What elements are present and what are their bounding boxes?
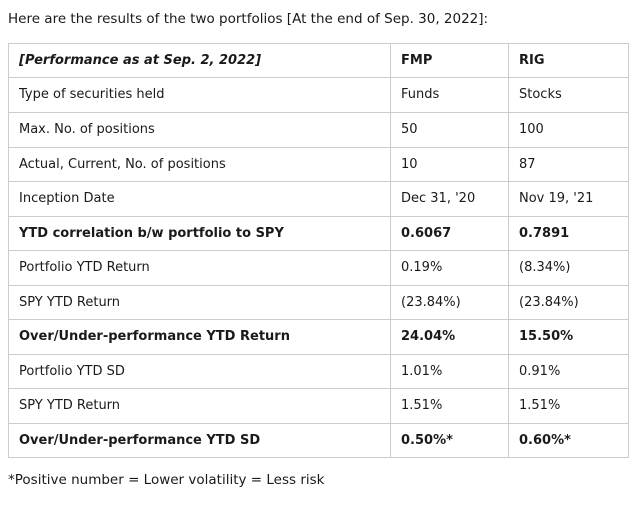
table-row: Over/Under-performance YTD SD 0.50%* 0.6… bbox=[8, 422, 629, 459]
rig-value: 87 bbox=[508, 146, 629, 183]
footnote: *Positive number = Lower volatility = Le… bbox=[8, 472, 325, 489]
metric-label: Type of securities held bbox=[8, 77, 391, 113]
fmp-value: 0.19% bbox=[390, 250, 509, 286]
metric-label: SPY YTD Return bbox=[8, 388, 391, 424]
fmp-value: Dec 31, '20 bbox=[390, 181, 509, 217]
portfolio-table-body: Type of securities held Funds Stocks Max… bbox=[8, 77, 629, 459]
page-title: Here are the results of the two portfoli… bbox=[8, 11, 489, 27]
rig-value: 0.91% bbox=[508, 353, 629, 390]
metric-label: Max. No. of positions bbox=[8, 111, 391, 148]
rig-value: 15.50% bbox=[508, 319, 629, 355]
rig-value: 0.7891 bbox=[508, 215, 629, 252]
table-row: Actual, Current, No. of positions 10 87 bbox=[8, 146, 629, 183]
fmp-value: 50 bbox=[390, 111, 509, 148]
metric-label: YTD correlation b/w portfolio to SPY bbox=[8, 215, 391, 252]
fmp-value: 10 bbox=[390, 146, 509, 183]
fmp-value: 1.01% bbox=[390, 353, 509, 390]
table-header-row: [Performance as at Sep. 2, 2022] FMP RIG bbox=[8, 42, 629, 79]
rig-value: Nov 19, '21 bbox=[508, 181, 629, 217]
fmp-value: 24.04% bbox=[390, 319, 509, 355]
rig-value: 1.51% bbox=[508, 388, 629, 424]
column-header-rig: RIG bbox=[508, 42, 629, 79]
table-row: Max. No. of positions 50 100 bbox=[8, 111, 629, 148]
metric-label: Actual, Current, No. of positions bbox=[8, 146, 391, 183]
column-header-fmp: FMP bbox=[390, 42, 509, 79]
portfolio-comparison-table: [Performance as at Sep. 2, 2022] FMP RIG… bbox=[8, 42, 629, 459]
fmp-value: 0.6067 bbox=[390, 215, 509, 252]
fmp-value: (23.84%) bbox=[390, 284, 509, 321]
metric-label: Over/Under-performance YTD Return bbox=[8, 319, 391, 355]
fmp-value: 1.51% bbox=[390, 388, 509, 424]
rig-value: (8.34%) bbox=[508, 250, 629, 286]
table-row: YTD correlation b/w portfolio to SPY 0.6… bbox=[8, 215, 629, 252]
metric-label: SPY YTD Return bbox=[8, 284, 391, 321]
fmp-value: Funds bbox=[390, 77, 509, 113]
table-row: SPY YTD Return 1.51% 1.51% bbox=[8, 388, 629, 424]
table-row: Type of securities held Funds Stocks bbox=[8, 77, 629, 113]
table-row: SPY YTD Return (23.84%) (23.84%) bbox=[8, 284, 629, 321]
rig-value: Stocks bbox=[508, 77, 629, 113]
fmp-value: 0.50%* bbox=[390, 422, 509, 459]
metric-label: Over/Under-performance YTD SD bbox=[8, 422, 391, 459]
metric-label: Portfolio YTD Return bbox=[8, 250, 391, 286]
table-row: Over/Under-performance YTD Return 24.04%… bbox=[8, 319, 629, 355]
rig-value: 0.60%* bbox=[508, 422, 629, 459]
metric-label: Inception Date bbox=[8, 181, 391, 217]
column-header-metric: [Performance as at Sep. 2, 2022] bbox=[8, 42, 391, 79]
rig-value: (23.84%) bbox=[508, 284, 629, 321]
table-row: Inception Date Dec 31, '20 Nov 19, '21 bbox=[8, 181, 629, 217]
table-row: Portfolio YTD SD 1.01% 0.91% bbox=[8, 353, 629, 390]
table-row: Portfolio YTD Return 0.19% (8.34%) bbox=[8, 250, 629, 286]
metric-label: Portfolio YTD SD bbox=[8, 353, 391, 390]
rig-value: 100 bbox=[508, 111, 629, 148]
